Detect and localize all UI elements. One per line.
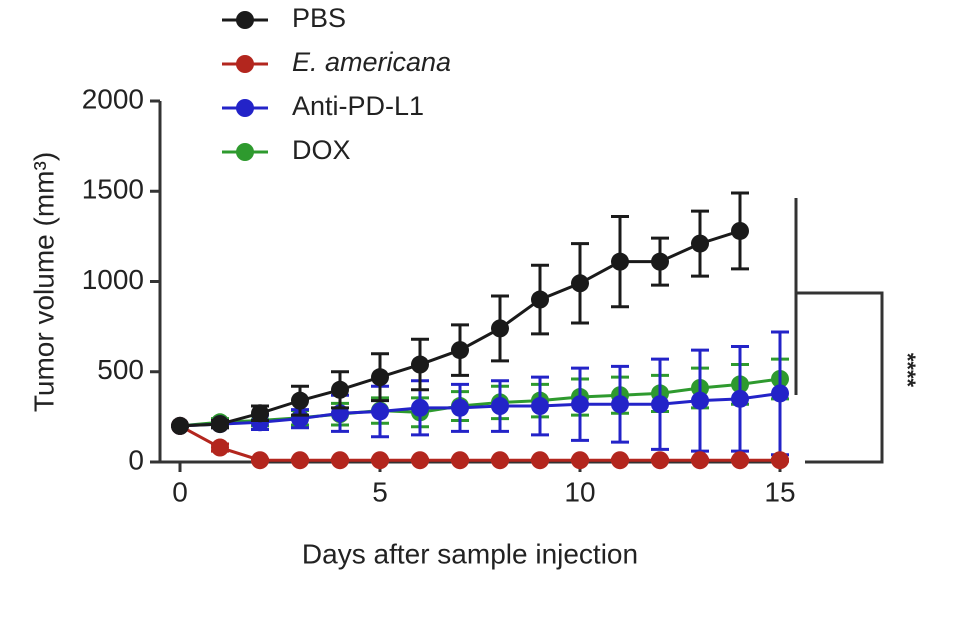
data-point: [251, 404, 269, 423]
data-point: [491, 451, 509, 470]
data-point: [651, 395, 669, 414]
legend-label: DOX: [292, 135, 351, 165]
legend-marker: [236, 143, 254, 161]
significance-bracket: [794, 198, 884, 464]
data-point: [731, 221, 749, 240]
legend-marker: [236, 11, 254, 29]
data-point: [371, 451, 389, 470]
data-point: [651, 451, 669, 470]
legend-marker: [236, 55, 254, 73]
legend-marker: [236, 99, 254, 117]
significance-label: ****: [895, 353, 920, 388]
data-point: [371, 368, 389, 387]
y-tick-label: 1500: [82, 174, 144, 205]
data-point: [451, 341, 469, 360]
y-axis-label: Tumor volume (mm³): [28, 152, 59, 412]
data-point: [411, 355, 429, 374]
data-point: [371, 402, 389, 421]
x-tick-label: 10: [564, 476, 595, 507]
data-point: [211, 438, 229, 457]
data-point: [411, 398, 429, 417]
data-point: [691, 451, 709, 470]
data-point: [731, 451, 749, 470]
data-point: [691, 391, 709, 410]
data-point: [451, 398, 469, 417]
data-point: [411, 451, 429, 470]
series-line: [179, 424, 780, 462]
data-point: [451, 451, 469, 470]
data-point: [171, 416, 189, 435]
legend-label: E. americana: [292, 47, 451, 77]
data-point: [611, 395, 629, 414]
legend-label: PBS: [292, 3, 346, 33]
data-point: [771, 451, 789, 470]
y-tick-label: 0: [128, 444, 144, 475]
y-tick-label: 1000: [82, 264, 144, 295]
data-point: [291, 451, 309, 470]
data-point: [691, 234, 709, 253]
data-point: [771, 384, 789, 403]
data-point: [291, 391, 309, 410]
data-point: [531, 451, 549, 470]
y-tick-label: 2000: [82, 83, 144, 114]
data-point: [651, 252, 669, 271]
data-point: [211, 415, 229, 434]
data-point: [611, 451, 629, 470]
x-axis-label: Days after sample injection: [302, 538, 638, 569]
x-tick-label: 5: [372, 476, 388, 507]
data-point: [491, 319, 509, 338]
series-line: [179, 391, 781, 428]
x-tick-label: 15: [764, 476, 795, 507]
data-point: [491, 397, 509, 416]
data-point: [331, 451, 349, 470]
data-point: [531, 290, 549, 309]
data-point: [571, 451, 589, 470]
y-tick-label: 500: [97, 354, 144, 385]
data-point: [331, 380, 349, 399]
x-tick-label: 0: [172, 476, 188, 507]
data-point: [731, 389, 749, 408]
data-point: [531, 397, 549, 416]
data-point: [571, 395, 589, 414]
data-point: [571, 274, 589, 293]
legend-label: Anti-PD-L1: [292, 91, 424, 121]
data-point: [611, 252, 629, 271]
data-point: [251, 451, 269, 470]
